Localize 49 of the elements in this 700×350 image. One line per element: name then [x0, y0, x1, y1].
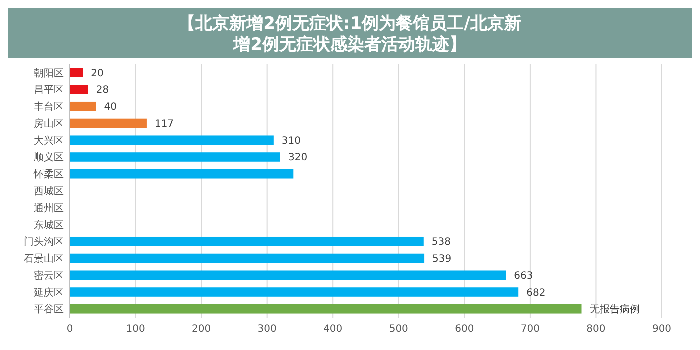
y-tick-label: 平谷区: [34, 304, 64, 316]
y-tick-label: 朝阳区: [34, 67, 64, 80]
y-tick-label: 大兴区: [34, 134, 64, 147]
bar: [70, 169, 294, 179]
data-label: 539: [432, 254, 452, 266]
y-tick-label: 门头沟区: [24, 236, 64, 248]
x-tick-label: 200: [192, 324, 212, 335]
y-tick-label: 怀柔区: [33, 168, 64, 181]
x-tick-label: 100: [126, 324, 146, 335]
data-label: 28: [96, 85, 110, 96]
data-label: 682: [526, 288, 546, 299]
y-tick-label: 房山区: [34, 118, 64, 130]
data-label: 310: [282, 136, 302, 147]
bar: [70, 304, 582, 314]
bar: [70, 270, 506, 280]
bar: [70, 85, 88, 94]
x-tick-label: 900: [652, 324, 672, 335]
bar: [70, 236, 424, 246]
x-tick-label: 700: [520, 324, 540, 335]
data-label: 无报告病例: [590, 304, 640, 316]
x-tick-label: 0: [66, 324, 74, 335]
x-tick-label: 300: [258, 324, 277, 335]
bar: [70, 152, 280, 162]
y-tick-label: 昌平区: [34, 85, 64, 96]
x-tick-label: 500: [389, 324, 408, 335]
bar: [70, 136, 274, 146]
bar: [70, 254, 425, 264]
y-tick-label: 西城区: [34, 186, 64, 198]
data-label: 538: [432, 237, 451, 248]
data-label: 40: [104, 102, 118, 114]
bar: [70, 102, 96, 112]
x-tick-label: 800: [586, 324, 606, 335]
bar: [70, 288, 519, 297]
y-tick-label: 延庆区: [33, 286, 64, 299]
data-label: 320: [288, 152, 308, 164]
y-tick-label: 顺义区: [34, 152, 64, 164]
data-label: 20: [91, 68, 104, 80]
x-tick-label: 600: [455, 324, 474, 335]
y-tick-label: 丰台区: [34, 101, 64, 114]
data-label: 117: [154, 118, 174, 130]
y-tick-label: 东城区: [34, 219, 64, 232]
chart-title: 【北京新增2例无症状:1例为餐馆员工/北京新增2例无症状感染者活动轨迹】: [178, 14, 522, 55]
y-tick-label: 通州区: [34, 202, 64, 214]
x-tick-label: 400: [324, 324, 343, 335]
data-label: 663: [514, 270, 534, 282]
bar: [70, 118, 147, 128]
y-tick-label: 石景山区: [24, 253, 64, 266]
bar: [70, 68, 84, 78]
y-tick-label: 密云区: [34, 270, 64, 282]
